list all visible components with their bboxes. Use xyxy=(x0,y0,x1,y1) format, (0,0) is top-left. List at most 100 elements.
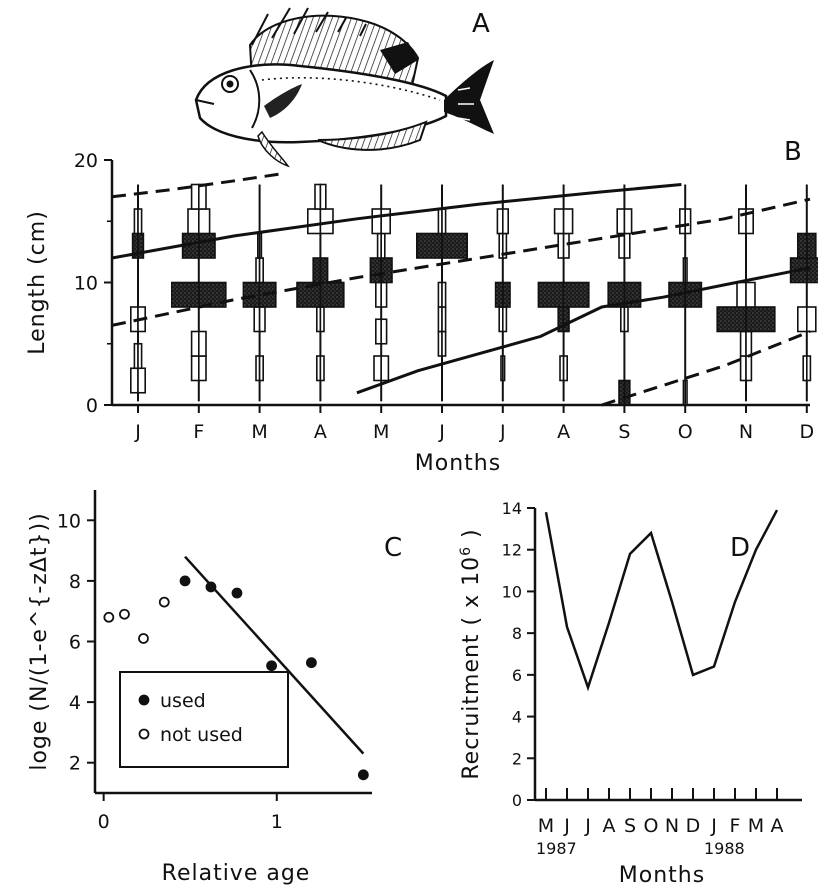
b-histogram-bin xyxy=(441,281,447,308)
b-histogram-bin xyxy=(745,306,776,333)
b-growth-curve xyxy=(356,266,811,395)
b-histogram-bin xyxy=(805,232,817,259)
b-histogram-bin xyxy=(190,183,200,210)
b-histogram-bin xyxy=(796,306,808,333)
d-x-tick-label: O xyxy=(644,815,659,837)
b-x-tick-label: O xyxy=(678,421,693,443)
panel-label-a: A xyxy=(472,9,490,39)
b-histogram-bin xyxy=(198,355,207,382)
b-histogram-bin xyxy=(306,208,322,235)
b-histogram-bin xyxy=(496,208,504,235)
d-y-tick-label: 12 xyxy=(502,541,522,560)
b-histogram-bin xyxy=(618,379,626,406)
b-histogram-bin xyxy=(380,281,388,308)
c-x-tick-label: 1 xyxy=(271,811,283,833)
d-x-tick-label: A xyxy=(771,815,784,837)
b-histogram-bin xyxy=(684,379,688,406)
c-legend-label: not used xyxy=(160,724,243,746)
b-histogram-bin xyxy=(501,306,508,333)
b-histogram-bin xyxy=(745,208,754,235)
b-histogram-bin xyxy=(684,257,688,284)
b-histogram-bin xyxy=(171,281,200,308)
b-histogram-bin xyxy=(623,379,631,406)
c-point-not-used xyxy=(158,596,170,608)
c-y-tick-label: 8 xyxy=(69,571,81,593)
b-histogram-bin xyxy=(441,306,447,333)
b-x-tick-label: S xyxy=(618,421,630,443)
b-histogram-bin xyxy=(805,355,812,382)
b-histogram-bin xyxy=(319,281,345,308)
c-y-tick-label: 4 xyxy=(69,692,81,714)
b-histogram-bin xyxy=(258,257,265,284)
d-recruitment-line xyxy=(544,509,779,692)
b-histogram-bin xyxy=(258,355,265,382)
b-histogram-bin xyxy=(130,367,139,394)
b-histogram-bin xyxy=(494,281,504,308)
b-histogram-bin xyxy=(369,257,382,284)
b-histogram-bin xyxy=(441,208,447,235)
b-histogram-bin xyxy=(190,330,200,357)
b-histogram-bin xyxy=(242,281,261,308)
b-x-tick-label: M xyxy=(373,421,389,443)
d-x-tick-label: S xyxy=(624,815,636,837)
b-histogram-bin xyxy=(253,306,261,333)
b-growth-curve xyxy=(601,330,811,407)
b-growth-curve xyxy=(111,197,811,327)
b-histogram-bin xyxy=(623,232,631,259)
b-histogram-bin xyxy=(562,208,574,235)
d-x-tick-label: A xyxy=(603,815,616,837)
b-histogram-bin xyxy=(319,355,325,382)
c-legend-marker xyxy=(138,728,150,740)
b-histogram-bin xyxy=(312,257,322,284)
b-histogram-bin xyxy=(198,208,211,235)
b-histogram-bin xyxy=(441,232,469,259)
b-x-tick-label: F xyxy=(193,421,204,443)
b-histogram-bin xyxy=(739,355,747,382)
b-histogram-bin xyxy=(137,342,143,370)
b-histogram-bin xyxy=(616,208,626,235)
b-histogram-bin xyxy=(501,355,506,382)
b-histogram-bin xyxy=(371,208,383,235)
c-legend-marker xyxy=(138,694,150,706)
b-histogram-bin xyxy=(618,232,626,259)
d-y-tick-label: 14 xyxy=(502,499,522,518)
b-histogram-bin xyxy=(745,281,756,308)
b-y-axis-title: Length (cm) xyxy=(25,210,50,355)
b-histogram-bin xyxy=(380,355,390,382)
b-histogram-bin xyxy=(314,183,322,210)
b-histogram-bin xyxy=(258,232,263,259)
b-x-tick-label: J xyxy=(499,421,506,443)
b-histogram-bin xyxy=(562,355,568,382)
b-x-tick-label: A xyxy=(314,421,327,443)
b-histogram-bin xyxy=(716,306,747,333)
b-y-tick-label: 0 xyxy=(86,395,98,417)
b-histogram-bin xyxy=(684,208,692,235)
b-histogram-bin xyxy=(373,355,382,382)
c-point-used xyxy=(179,575,191,587)
b-growth-curve xyxy=(111,183,682,260)
d-x-tick-label: J xyxy=(710,815,717,837)
b-histogram-bin xyxy=(374,318,382,345)
b-x-tick-label: A xyxy=(557,421,570,443)
b-histogram-bin xyxy=(137,367,146,394)
panel-c-catch-curve: 2 4 6 8 10 0 1 Relative age loge (N/(1-e^{-zΔt})… xyxy=(27,490,372,886)
b-histogram-bin xyxy=(553,208,565,235)
b-histogram-bin xyxy=(198,183,207,210)
d-y-tick-label: 2 xyxy=(512,749,522,768)
b-histogram-bin xyxy=(562,281,590,308)
b-histogram-bin xyxy=(537,281,565,308)
c-legend-label: used xyxy=(160,690,206,712)
panel-label-c: C xyxy=(384,533,402,563)
c-point-not-used xyxy=(138,633,149,644)
b-histogram-bin xyxy=(562,232,570,259)
d-x-tick-label: J xyxy=(563,815,570,837)
c-point-used xyxy=(266,660,277,672)
b-histogram-bin xyxy=(415,232,443,259)
b-histogram-bin xyxy=(380,257,393,284)
b-histogram-bin xyxy=(805,306,817,333)
b-histogram-bin xyxy=(745,330,753,357)
b-histogram-bin xyxy=(374,281,382,308)
b-histogram-bin xyxy=(319,257,329,284)
d-x-tick-label: J xyxy=(584,815,591,837)
d-y-axis-title-close: ) xyxy=(459,528,484,546)
